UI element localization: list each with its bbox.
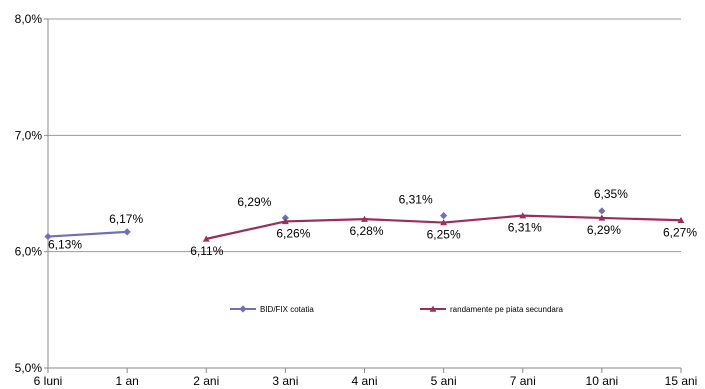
data-label: 6,35% (594, 187, 628, 201)
data-point-diamond (281, 214, 289, 222)
x-tick-label: 10 ani (586, 374, 619, 388)
data-point-triangle (519, 212, 527, 219)
data-label: 6,13% (48, 238, 82, 252)
data-label: 6,28% (350, 224, 384, 238)
data-label: 6,29% (587, 223, 621, 237)
data-label: 6,27% (663, 225, 697, 239)
data-point-triangle (361, 215, 368, 222)
x-tick-label: 15 ani (665, 374, 698, 388)
data-label: 6,25% (427, 228, 461, 242)
data-point-diamond (44, 232, 52, 241)
legend: BID/FIX cotatia randamente pe piata secun… (230, 305, 564, 314)
data-point-triangle (677, 216, 685, 223)
data-point-diamond (440, 212, 448, 220)
data-point-diamond (598, 207, 606, 215)
legend-item-1: BID/FIX cotatia (230, 305, 314, 314)
data-label: 6,11% (190, 244, 223, 258)
y-tick-label: 5,0% (15, 361, 43, 375)
y-tick-label: 6,0% (15, 245, 43, 259)
y-tick-label: 7,0% (15, 128, 43, 142)
grid-layer (48, 18, 681, 253)
series-layer (44, 207, 685, 242)
x-tick-label: 1 an (115, 374, 138, 388)
data-point-diamond (239, 305, 247, 313)
data-label-layer: 6,13% 6,17% 6,29% 6,31% 6,35% 6,11% 6,26% 6,28%… (48, 187, 697, 258)
x-tick-label: 4 ani (351, 374, 377, 388)
y-tick-label: 8,0% (15, 12, 43, 26)
legend-item-2: randamente pe piata secundara (420, 305, 564, 314)
x-tick-label: 2 ani (193, 374, 219, 388)
series-2 (202, 212, 685, 242)
data-point-triangle (440, 219, 448, 226)
x-tick-label: 5 ani (431, 374, 457, 388)
data-label: 6,26% (276, 226, 310, 240)
axis-layer: 5,0% 6,0% 7,0% 8,0% 6 luni 1 an 2 ani 3 ani 4 an… (15, 12, 698, 388)
data-point-triangle (598, 214, 606, 221)
x-tick-label: 6 luni (34, 374, 63, 388)
x-tick-label: 3 ani (272, 374, 298, 388)
series-line (47, 230, 128, 238)
data-point-triangle (429, 305, 437, 312)
series-1 (44, 207, 606, 241)
data-point-triangle (202, 235, 210, 242)
data-label: 6,31% (508, 221, 542, 235)
data-point-diamond (123, 228, 131, 236)
data-point-triangle (281, 218, 289, 225)
x-tick-label: 7 ani (510, 374, 536, 388)
legend-label: BID/FIX cotatia (260, 305, 314, 314)
legend-label: randamente pe piata secundara (450, 305, 564, 314)
data-label: 6,17% (109, 212, 143, 226)
data-label: 6,31% (399, 193, 433, 207)
data-label: 6,29% (237, 195, 271, 209)
